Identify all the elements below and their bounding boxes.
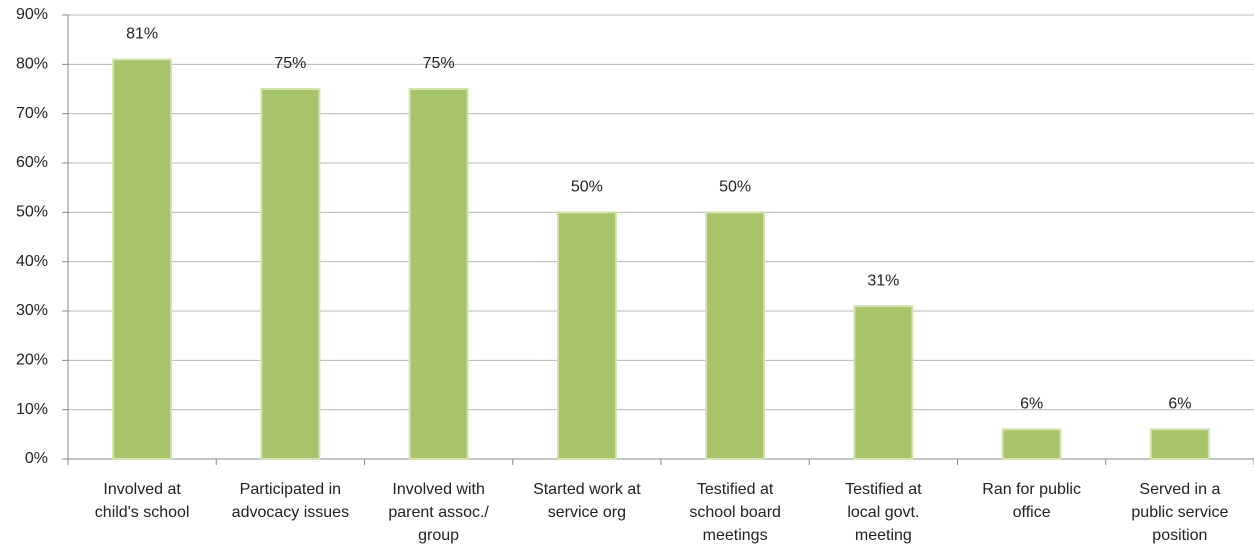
data-label: 50% [571, 179, 603, 196]
data-label: 6% [1020, 396, 1043, 413]
x-tick-label-line: office [1013, 504, 1051, 521]
data-label: 75% [423, 55, 455, 72]
x-tick-label-line: Involved with [392, 481, 485, 498]
y-tick-label: 70% [16, 105, 48, 122]
data-label: 75% [274, 55, 306, 72]
x-tick-label-line: Participated in [240, 481, 341, 498]
x-tick-label-line: group [418, 527, 459, 544]
x-tick-label: Involved at child's school [95, 481, 190, 521]
x-tick-label-line: position [1152, 527, 1207, 544]
y-tick-label: 40% [16, 253, 48, 270]
bar [408, 88, 469, 460]
bar [1149, 428, 1210, 460]
x-tick-label-line: public service [1131, 504, 1228, 521]
y-tick-label: 50% [16, 204, 48, 221]
x-tick-label: Involved with parent assoc./ group [388, 481, 489, 544]
bar [705, 211, 766, 460]
data-label: 50% [719, 179, 751, 196]
bar [556, 211, 617, 460]
x-tick-label-line: Testified at [845, 481, 922, 498]
x-tick-label-line: child's school [95, 504, 190, 521]
x-tick-label-line: service org [548, 504, 626, 521]
x-tick-label-line: parent assoc./ [388, 504, 489, 521]
bar [853, 305, 914, 461]
y-tick-label: 80% [16, 56, 48, 73]
bar [260, 88, 321, 460]
x-tick-label-line: meetings [703, 527, 768, 544]
x-tick-label: Ran for public office [982, 481, 1081, 521]
x-tick-label-line: meeting [855, 527, 912, 544]
x-tick-label-line: Started work at [533, 481, 641, 498]
y-tick-label: 90% [16, 6, 48, 23]
x-tick-label: Started work at service org [533, 481, 641, 521]
y-tick-label: 20% [16, 352, 48, 369]
data-label: 31% [867, 272, 899, 289]
x-tick-label: Participated in advocacy issues [232, 481, 349, 521]
data-label: 6% [1168, 396, 1191, 413]
x-tick-label-line: Served in a [1139, 481, 1220, 498]
x-tick-label: Served in a public service position [1131, 481, 1228, 544]
y-tick-label: 30% [16, 302, 48, 319]
bar [1001, 428, 1062, 460]
x-tick-label-line: Involved at [103, 481, 181, 498]
x-tick-label-line: Testified at [697, 481, 774, 498]
x-tick-label: Testified at school board meetings [689, 481, 781, 544]
data-label: 81% [126, 26, 158, 43]
y-tick-label: 0% [25, 450, 48, 467]
x-tick-label: Testified at local govt. meeting [845, 481, 922, 544]
x-tick-label-line: local govt. [847, 504, 919, 521]
y-tick-label: 10% [16, 401, 48, 418]
x-tick-label-line: school board [689, 504, 781, 521]
x-tick-label-line: Ran for public [982, 481, 1081, 498]
bar [112, 58, 173, 461]
x-tick-label-line: advocacy issues [232, 504, 349, 521]
y-tick-label: 60% [16, 154, 48, 171]
